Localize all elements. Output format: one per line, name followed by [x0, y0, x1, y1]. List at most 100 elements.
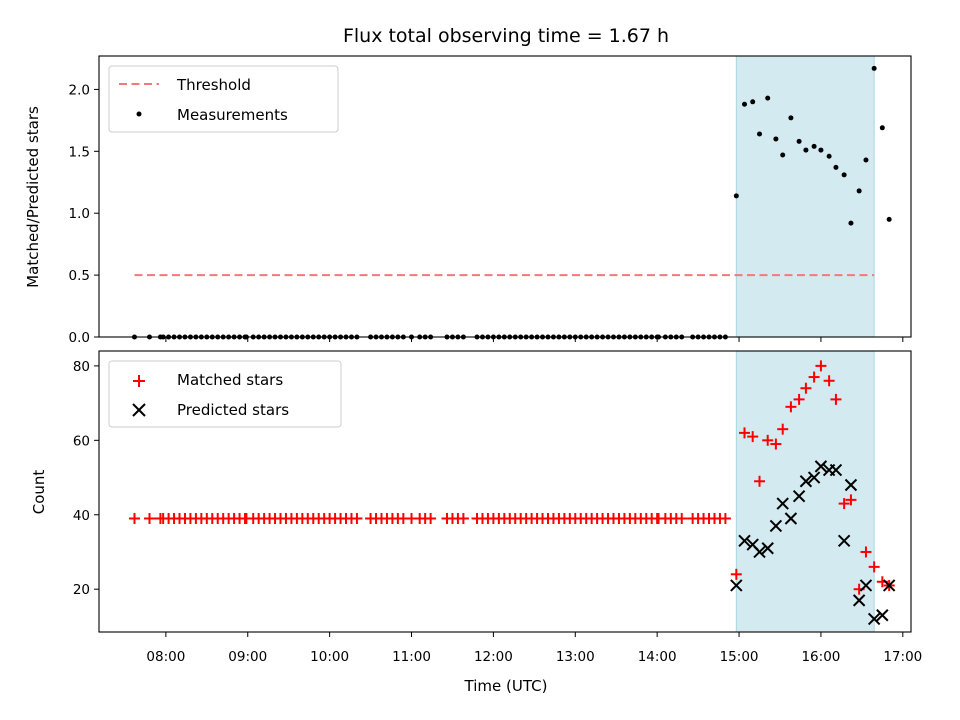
y-tick-label: 1.5	[69, 144, 90, 160]
measurement-point	[848, 220, 854, 226]
predicted-star-point	[814, 460, 828, 473]
legend-predicted-label: Predicted stars	[177, 401, 289, 419]
matched-star-point	[128, 512, 140, 524]
x-tick-label: 08:00	[146, 649, 185, 665]
matched-star-point	[785, 401, 797, 413]
measurement-point	[811, 143, 817, 149]
measurement-point	[841, 172, 847, 178]
matched-star-point	[845, 494, 857, 506]
legend-measurements-label: Measurements	[177, 106, 288, 124]
bottom-x-ticks: 08:00 09:00 10:00 11:00 12:00 13:00 14:00 15:00…	[146, 632, 922, 665]
bottom-axes-frame	[98, 350, 912, 633]
measurement-point	[833, 164, 839, 170]
legend-matched-label: Matched stars	[177, 371, 283, 389]
predicted-star-point	[867, 612, 881, 626]
top-y-axis-label: Matched/Predicted stars	[24, 106, 42, 288]
top-panel: 0.00.51.01.52.0 Matched/Predicted stars …	[24, 55, 912, 346]
matched-star-point	[676, 512, 688, 524]
matched-star-point	[770, 438, 782, 450]
measurement-point	[803, 147, 809, 153]
measurement-point	[886, 216, 892, 222]
matched-star-point	[793, 393, 805, 405]
predicted-star-point	[837, 534, 851, 548]
y-tick-label: 2.0	[69, 82, 90, 98]
y-tick-label: 60	[73, 433, 90, 449]
legend-threshold-label: Threshold	[176, 76, 251, 94]
predicted-star-point	[730, 579, 743, 592]
bottom-y-axis-label: Count	[30, 470, 48, 515]
matched-star-point	[777, 423, 789, 435]
y-tick-label: 0.0	[69, 330, 90, 346]
top-y-ticks: 0.0 0.5 1.0 1.5 2.0	[69, 82, 99, 346]
measurement-point	[742, 101, 748, 107]
measurement-point	[863, 157, 869, 163]
matched-star-point	[457, 512, 469, 524]
bottom-y-ticks: 20 40 60 80	[73, 359, 99, 598]
predicted-star-point	[882, 579, 896, 592]
measurement-point	[765, 95, 771, 101]
x-axis-label: Time (UTC)	[464, 677, 548, 695]
top-axes-frame	[98, 55, 912, 338]
matched-star-point	[719, 512, 731, 524]
matched-star-point	[868, 561, 880, 573]
chart-title: Flux total observing time = 1.67 h	[343, 25, 669, 47]
x-tick-label: 16:00	[801, 649, 840, 665]
predicted-star-point	[792, 489, 806, 503]
x-tick-label: 11:00	[392, 649, 431, 665]
x-tick-label: 10:00	[310, 649, 349, 665]
matched-star-point	[754, 475, 766, 487]
measurement-point	[826, 153, 832, 159]
y-tick-label: 20	[73, 582, 90, 598]
y-tick-label: 40	[73, 508, 90, 524]
y-tick-label: 0.5	[69, 268, 90, 284]
x-tick-label: 09:00	[228, 649, 267, 665]
matched-star-point	[730, 568, 742, 580]
x-tick-label: 15:00	[720, 649, 759, 665]
measurement-point	[879, 125, 885, 131]
matched-star-point	[860, 546, 872, 558]
measurement-point	[773, 136, 779, 142]
measurement-point	[788, 115, 794, 121]
x-tick-label: 12:00	[474, 649, 513, 665]
predicted-star-point	[776, 497, 789, 510]
matched-star-point	[815, 360, 827, 372]
matched-star-point	[739, 427, 751, 439]
predicted-star-point	[769, 519, 783, 533]
predicted-star-point	[753, 545, 766, 559]
measurement-point	[750, 99, 756, 105]
matched-star-point	[800, 382, 812, 394]
legend-measurements-marker	[136, 111, 142, 117]
matched-star-point	[425, 512, 437, 524]
matched-star-point	[351, 512, 363, 524]
measurement-point	[757, 131, 763, 137]
predicted-star-point	[852, 594, 866, 607]
predicted-star-point	[807, 471, 821, 484]
bottom-highlight-span	[735, 350, 875, 633]
matched-star-point	[747, 431, 759, 443]
bottom-panel: 20 40 60 80 08:00 09:00 10:00 11:00 12:00 13:00 1…	[30, 350, 922, 695]
top-x-ticks	[165, 337, 904, 342]
predicted-star-point	[738, 534, 751, 548]
matched-star-point	[762, 434, 774, 446]
x-tick-label: 17:00	[883, 649, 922, 665]
predicted-points	[730, 460, 896, 626]
matched-star-point	[143, 512, 155, 524]
matched-star-point	[808, 371, 820, 383]
measurement-point	[733, 193, 739, 199]
predicted-star-point	[876, 609, 889, 622]
matched-star-point	[830, 393, 842, 405]
x-tick-label: 14:00	[638, 649, 677, 665]
matched-points	[128, 360, 895, 595]
legend-matched-marker	[133, 375, 145, 387]
measurement-point	[780, 152, 786, 158]
measurement-point	[796, 138, 802, 144]
measurement-point	[871, 65, 877, 71]
y-tick-label: 1.0	[69, 206, 90, 222]
top-legend: Threshold Measurements	[108, 65, 339, 133]
predicted-star-point	[799, 475, 813, 488]
predicted-star-point	[784, 512, 798, 525]
predicted-star-point	[859, 579, 873, 592]
bottom-legend: Matched stars Predicted stars	[108, 360, 342, 428]
measurement-point	[818, 147, 824, 153]
